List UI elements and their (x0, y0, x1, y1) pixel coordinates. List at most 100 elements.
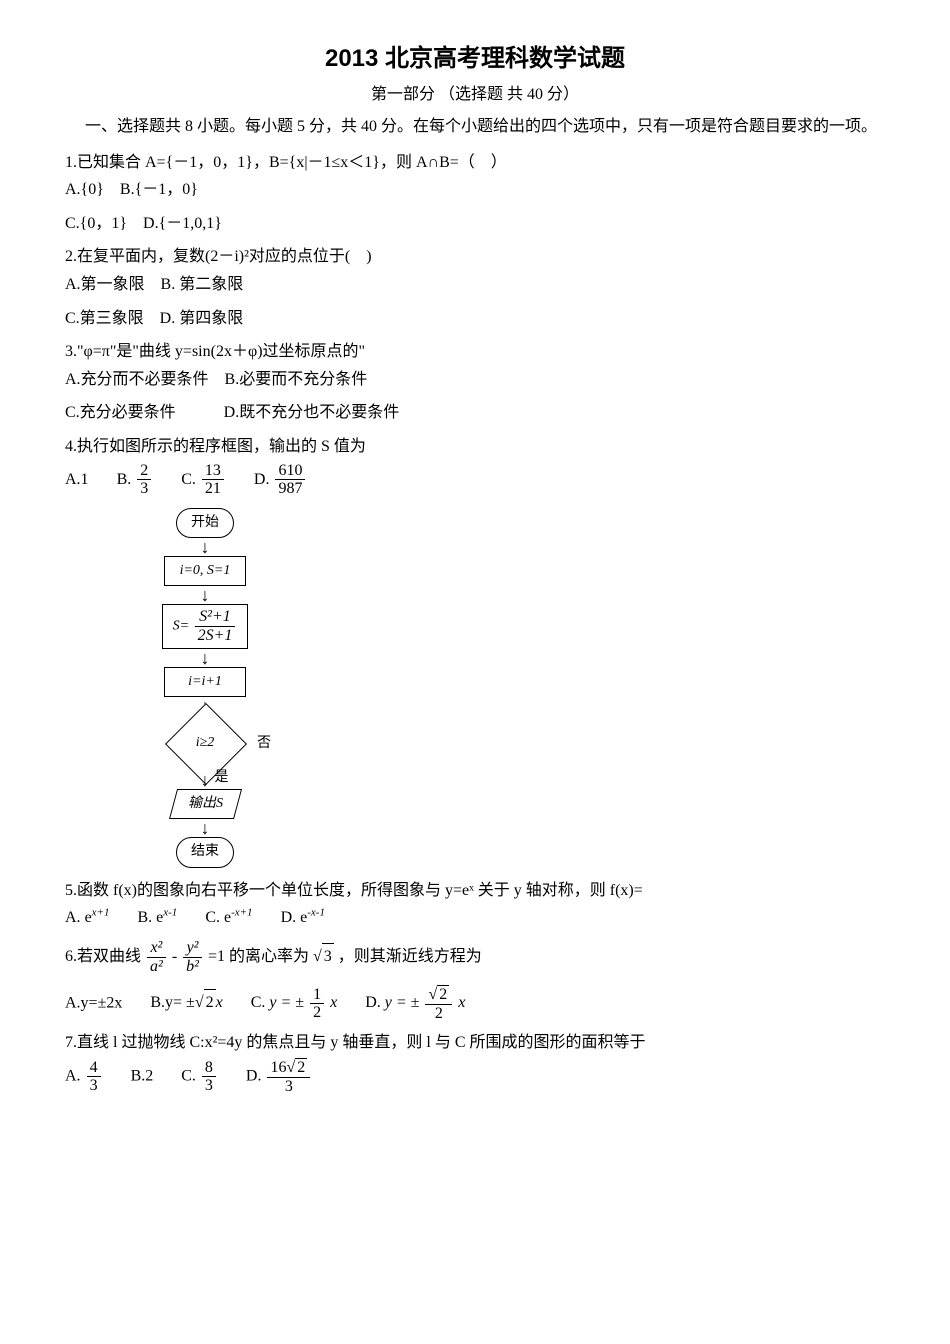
flow-assign: S= S²+1 2S+1 (162, 604, 249, 648)
q2-stem: 2.在复平面内，复数(2－i)²对应的点位于( ) (65, 244, 885, 270)
flow-assign-num: S²+1 (195, 608, 236, 627)
q6-d-den: 2 (425, 1005, 452, 1023)
flow-assign-prefix: S= (173, 619, 189, 634)
q7-d-num-pre: 16 (270, 1059, 286, 1076)
q2-options-line1: A.第一象限 B. 第二象限 (65, 272, 885, 298)
q6-d-num: √2 (425, 985, 452, 1005)
q4-options: A.1 B. 2 3 C. 13 21 D. 610 987 (65, 462, 885, 498)
question-7: 7.直线 l 过抛物线 C:x²=4y 的焦点且与 y 轴垂直，则 l 与 C … (65, 1030, 885, 1095)
q5-d-exp: -x-1 (307, 907, 325, 919)
q3-stem: 3."φ=π"是"曲线 y=sin(2x＋φ)过坐标原点的" (65, 339, 885, 365)
question-2: 2.在复平面内，复数(2－i)²对应的点位于( ) A.第一象限 B. 第二象限… (65, 244, 885, 331)
flow-start: 开始 (176, 508, 234, 538)
q1-stem: 1.已知集合 A={－1，0，1}，B={x|－1≤x＜1}，则 A∩B=（ ） (65, 150, 885, 176)
arrow-icon: ↓ (201, 819, 210, 837)
q4-opt-d-label: D. (254, 470, 270, 487)
q6-opt-d: D. y = ± √2 2 x (365, 994, 465, 1011)
q6-stem: 6.若双曲线 x² a² - y² b² =1 的离心率为 √3 ，则其渐近线方… (65, 939, 885, 975)
q5-base-a: e (85, 909, 92, 926)
q5-opt-a-label: A. (65, 909, 81, 926)
q7-opt-a-label: A. (65, 1067, 81, 1084)
flow-assign-den: 2S+1 (195, 627, 236, 645)
q5-options: A. ex+1 B. ex-1 C. e-x+1 D. e-x-1 (65, 905, 885, 931)
q6-minus: - (172, 948, 181, 965)
q4-opt-a: A.1 (65, 470, 89, 487)
question-6: 6.若双曲线 x² a² - y² b² =1 的离心率为 √3 ，则其渐近线方… (65, 939, 885, 1022)
q3-options-line1: A.充分而不必要条件 B.必要而不充分条件 (65, 367, 885, 393)
q4-opt-b-label: B. (117, 470, 132, 487)
q7-opt-c-label: C. (181, 1067, 196, 1084)
q4-stem: 4.执行如图所示的程序框图，输出的 S 值为 (65, 434, 885, 460)
q6-b-sqrt: 2 (204, 989, 216, 1016)
q1-options-line2: C.{0，1} D.{－1,0,1} (65, 211, 885, 237)
section-1-header: 一、选择题共 8 小题。每小题 5 分，共 40 分。在每个小题给出的四个选项中… (85, 114, 885, 140)
q7-a-frac: 4 3 (87, 1059, 101, 1095)
q6-opt-a: A.y=±2x (65, 994, 122, 1011)
flow-inc: i=i+1 (164, 667, 246, 697)
q7-a-num: 4 (87, 1059, 101, 1078)
q6-c-den: 2 (310, 1004, 324, 1022)
arrow-icon: ↓ (201, 538, 210, 556)
q1-options-line1: A.{0} B.{－1，0} (65, 177, 885, 203)
q4-opt-c-label: C. (181, 470, 196, 487)
q7-c-num: 8 (202, 1059, 216, 1078)
flowchart: 开始 ↓ i=0, S=1 ↓ S= S²+1 2S+1 ↓ i=i+1 ↓ i… (105, 508, 305, 868)
question-3: 3."φ=π"是"曲线 y=sin(2x＋φ)过坐标原点的" A.充分而不必要条… (65, 339, 885, 426)
q6-term1: x² a² (147, 939, 166, 975)
q6-t2-den: b² (183, 958, 202, 976)
q6-options: A.y=±2x B.y= ± √2 x C. y = ± 1 2 x D. y = … (65, 985, 885, 1022)
flow-cond-text: i≥2 (165, 715, 245, 771)
q4-opt-b-frac: 2 3 (137, 462, 151, 498)
q5-opt-d-expr: e-x-1 (300, 909, 325, 926)
flow-yes-label: 是 (215, 771, 229, 785)
flow-assign-frac: S²+1 2S+1 (195, 608, 236, 644)
arrow-icon: ↓是 (201, 771, 210, 789)
q4-b-den: 3 (137, 480, 151, 498)
arrow-icon: ↓ (201, 586, 210, 604)
q5-b-exp: x-1 (163, 907, 177, 919)
q5-opt-b-label: B. (137, 909, 152, 926)
q3-options-line2: C.充分必要条件 D.既不充分也不必要条件 (65, 400, 885, 426)
q5-opt-a-expr: ex+1 (85, 909, 110, 926)
q7-stem: 7.直线 l 过抛物线 C:x²=4y 的焦点且与 y 轴垂直，则 l 与 C … (65, 1030, 885, 1056)
q6-b-pre: B.y= ± (150, 994, 194, 1011)
q6-c-num: 1 (310, 986, 324, 1005)
flow-output: 输出S (168, 789, 241, 819)
arrow-icon: ↓ (201, 649, 210, 667)
q4-d-den: 987 (275, 480, 305, 498)
q6-t1-num: x² (147, 939, 166, 958)
q6-eq: =1 的离心率为 (208, 948, 313, 965)
q7-options: A. 4 3 B.2 C. 8 3 D. 16√2 3 (65, 1058, 885, 1095)
q5-a-exp: x+1 (92, 907, 110, 919)
flow-init-text: i=0, S=1 (180, 563, 231, 578)
flow-output-text: 输出S (188, 793, 223, 815)
q6-t2-num: y² (183, 939, 202, 958)
q6-c-post: x (330, 994, 337, 1011)
q6-c-frac: 1 2 (310, 986, 324, 1022)
question-1: 1.已知集合 A={－1，0，1}，B={x|－1≤x＜1}，则 A∩B=（ ）… (65, 150, 885, 237)
flow-end: 结束 (176, 837, 234, 867)
q6-opt-c: C. y = ± 1 2 x (251, 994, 341, 1011)
page-title: 2013 北京高考理科数学试题 (65, 40, 885, 78)
q6-d-post: x (458, 994, 465, 1011)
q6-b-post: x (216, 994, 223, 1011)
q6-stem-post: ，则其渐近线方程为 (338, 948, 482, 965)
q6-c-pre: C. (251, 994, 270, 1011)
q7-opt-d-label: D. (246, 1067, 262, 1084)
q6-t1-den: a² (147, 958, 166, 976)
q7-d-num: 16√2 (267, 1058, 310, 1078)
flow-no-label: 否 (257, 733, 271, 755)
q5-opt-c-expr: e-x+1 (224, 909, 253, 926)
q4-opt-c-frac: 13 21 (202, 462, 224, 498)
q6-d-y: y = ± (385, 994, 420, 1011)
q7-d-frac: 16√2 3 (267, 1058, 310, 1095)
flow-inc-text: i=i+1 (188, 674, 222, 689)
q5-stem: 5.函数 f(x)的图象向右平移一个单位长度，所得图象与 y=eˣ 关于 y 轴… (65, 878, 885, 904)
q6-c-y: y = ± (269, 994, 304, 1011)
q4-c-den: 21 (202, 480, 224, 498)
q4-c-num: 13 (202, 462, 224, 481)
q2-options-line2: C.第三象限 D. 第四象限 (65, 306, 885, 332)
flow-decision: i≥2 否 (165, 715, 245, 771)
q4-d-num: 610 (275, 462, 305, 481)
q7-c-frac: 8 3 (202, 1059, 216, 1095)
